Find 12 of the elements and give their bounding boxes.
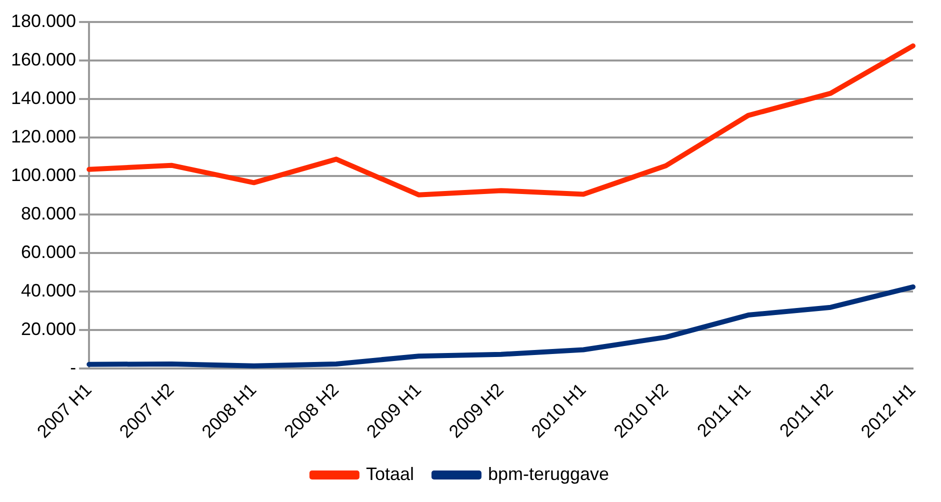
y-tick-label: 180.000 xyxy=(10,10,76,31)
y-tick-label: 40.000 xyxy=(21,280,76,301)
legend-label: bpm-teruggave xyxy=(488,464,610,484)
y-tick-label: 100.000 xyxy=(10,164,76,185)
y-tick-label: 80.000 xyxy=(21,203,76,224)
y-tick-label: 140.000 xyxy=(10,88,76,108)
y-tick-label: - xyxy=(70,358,76,378)
y-tick-label: 120.000 xyxy=(10,126,76,146)
legend-label: Totaal xyxy=(366,464,414,484)
y-tick-label: 160.000 xyxy=(10,49,76,70)
y-tick-label: 20.000 xyxy=(21,319,76,340)
y-tick-label: 60.000 xyxy=(21,242,76,262)
